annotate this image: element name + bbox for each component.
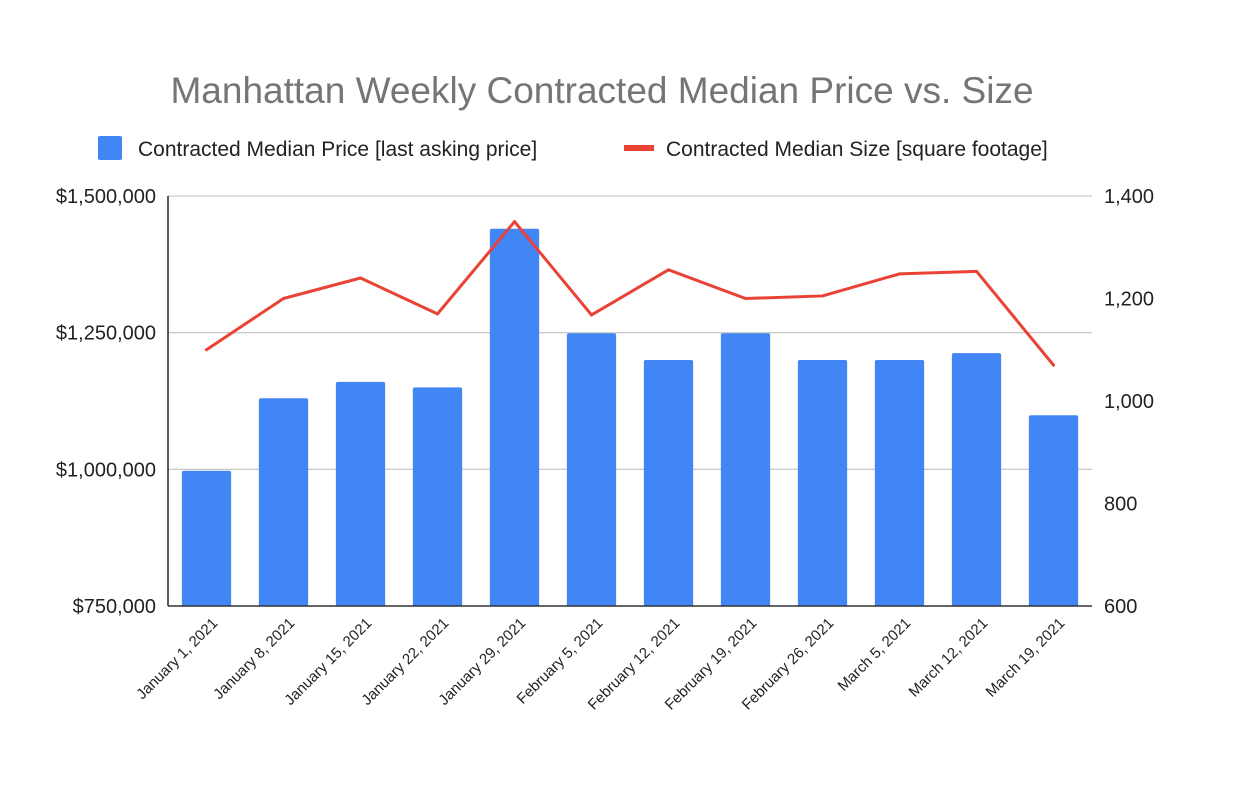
x-tick-label: March 19, 2021 bbox=[983, 615, 1069, 701]
chart-title: Manhattan Weekly Contracted Median Price… bbox=[170, 70, 1033, 111]
gridlines bbox=[168, 195, 1092, 470]
legend: Contracted Median Price [last asking pri… bbox=[98, 136, 1048, 161]
line-point bbox=[359, 276, 362, 280]
x-tick-label: March 5, 2021 bbox=[835, 615, 915, 695]
bar bbox=[566, 333, 617, 606]
y-right-tick-label: 600 bbox=[1104, 596, 1137, 618]
y-left-tick-label: $750,000 bbox=[73, 596, 156, 618]
line-point bbox=[821, 294, 824, 298]
bar bbox=[489, 228, 540, 607]
y-right-tick-label: 1,000 bbox=[1104, 391, 1154, 413]
bar bbox=[181, 470, 232, 606]
y-axis-left-ticks: $750,000 $1,000,000 $1,250,000 $1,500,000 bbox=[56, 186, 156, 618]
x-tick-label: January 8, 2021 bbox=[210, 615, 298, 703]
line-point bbox=[667, 268, 670, 272]
bar bbox=[1028, 415, 1079, 606]
bar bbox=[335, 381, 386, 606]
y-right-tick-label: 1,200 bbox=[1104, 289, 1154, 311]
line-point bbox=[282, 297, 285, 300]
bar-series-price bbox=[181, 228, 1079, 607]
line-point bbox=[744, 297, 747, 300]
line-point bbox=[205, 348, 208, 352]
line-point bbox=[898, 272, 901, 276]
line-point bbox=[975, 269, 978, 273]
y-left-tick-label: $1,500,000 bbox=[56, 186, 156, 208]
line-point bbox=[590, 313, 593, 317]
y-right-tick-label: 1,400 bbox=[1104, 186, 1154, 208]
axes bbox=[167, 196, 1092, 607]
y-right-tick-label: 800 bbox=[1104, 494, 1137, 516]
bar bbox=[797, 360, 848, 606]
legend-label-price: Contracted Median Price [last asking pri… bbox=[138, 138, 537, 161]
bar bbox=[258, 398, 309, 606]
legend-swatch-price bbox=[98, 136, 122, 160]
bar bbox=[951, 353, 1002, 606]
bar bbox=[643, 360, 694, 606]
line-point bbox=[436, 312, 439, 316]
size-line bbox=[205, 220, 1055, 367]
line-point bbox=[513, 220, 516, 224]
x-tick-label: March 12, 2021 bbox=[906, 615, 992, 701]
y-axis-right-ticks: 600 800 1,000 1,200 1,400 bbox=[1104, 186, 1154, 618]
bar bbox=[412, 387, 463, 606]
bar bbox=[874, 360, 925, 606]
bar bbox=[720, 333, 771, 606]
line-point bbox=[1052, 363, 1055, 367]
y-left-tick-label: $1,250,000 bbox=[56, 323, 156, 345]
y-left-tick-label: $1,000,000 bbox=[56, 459, 156, 481]
line-series-size bbox=[205, 220, 1055, 367]
legend-label-size: Contracted Median Size [square footage] bbox=[666, 138, 1048, 161]
x-tick-label: January 1, 2021 bbox=[133, 615, 221, 703]
legend-swatch-size bbox=[624, 145, 654, 151]
